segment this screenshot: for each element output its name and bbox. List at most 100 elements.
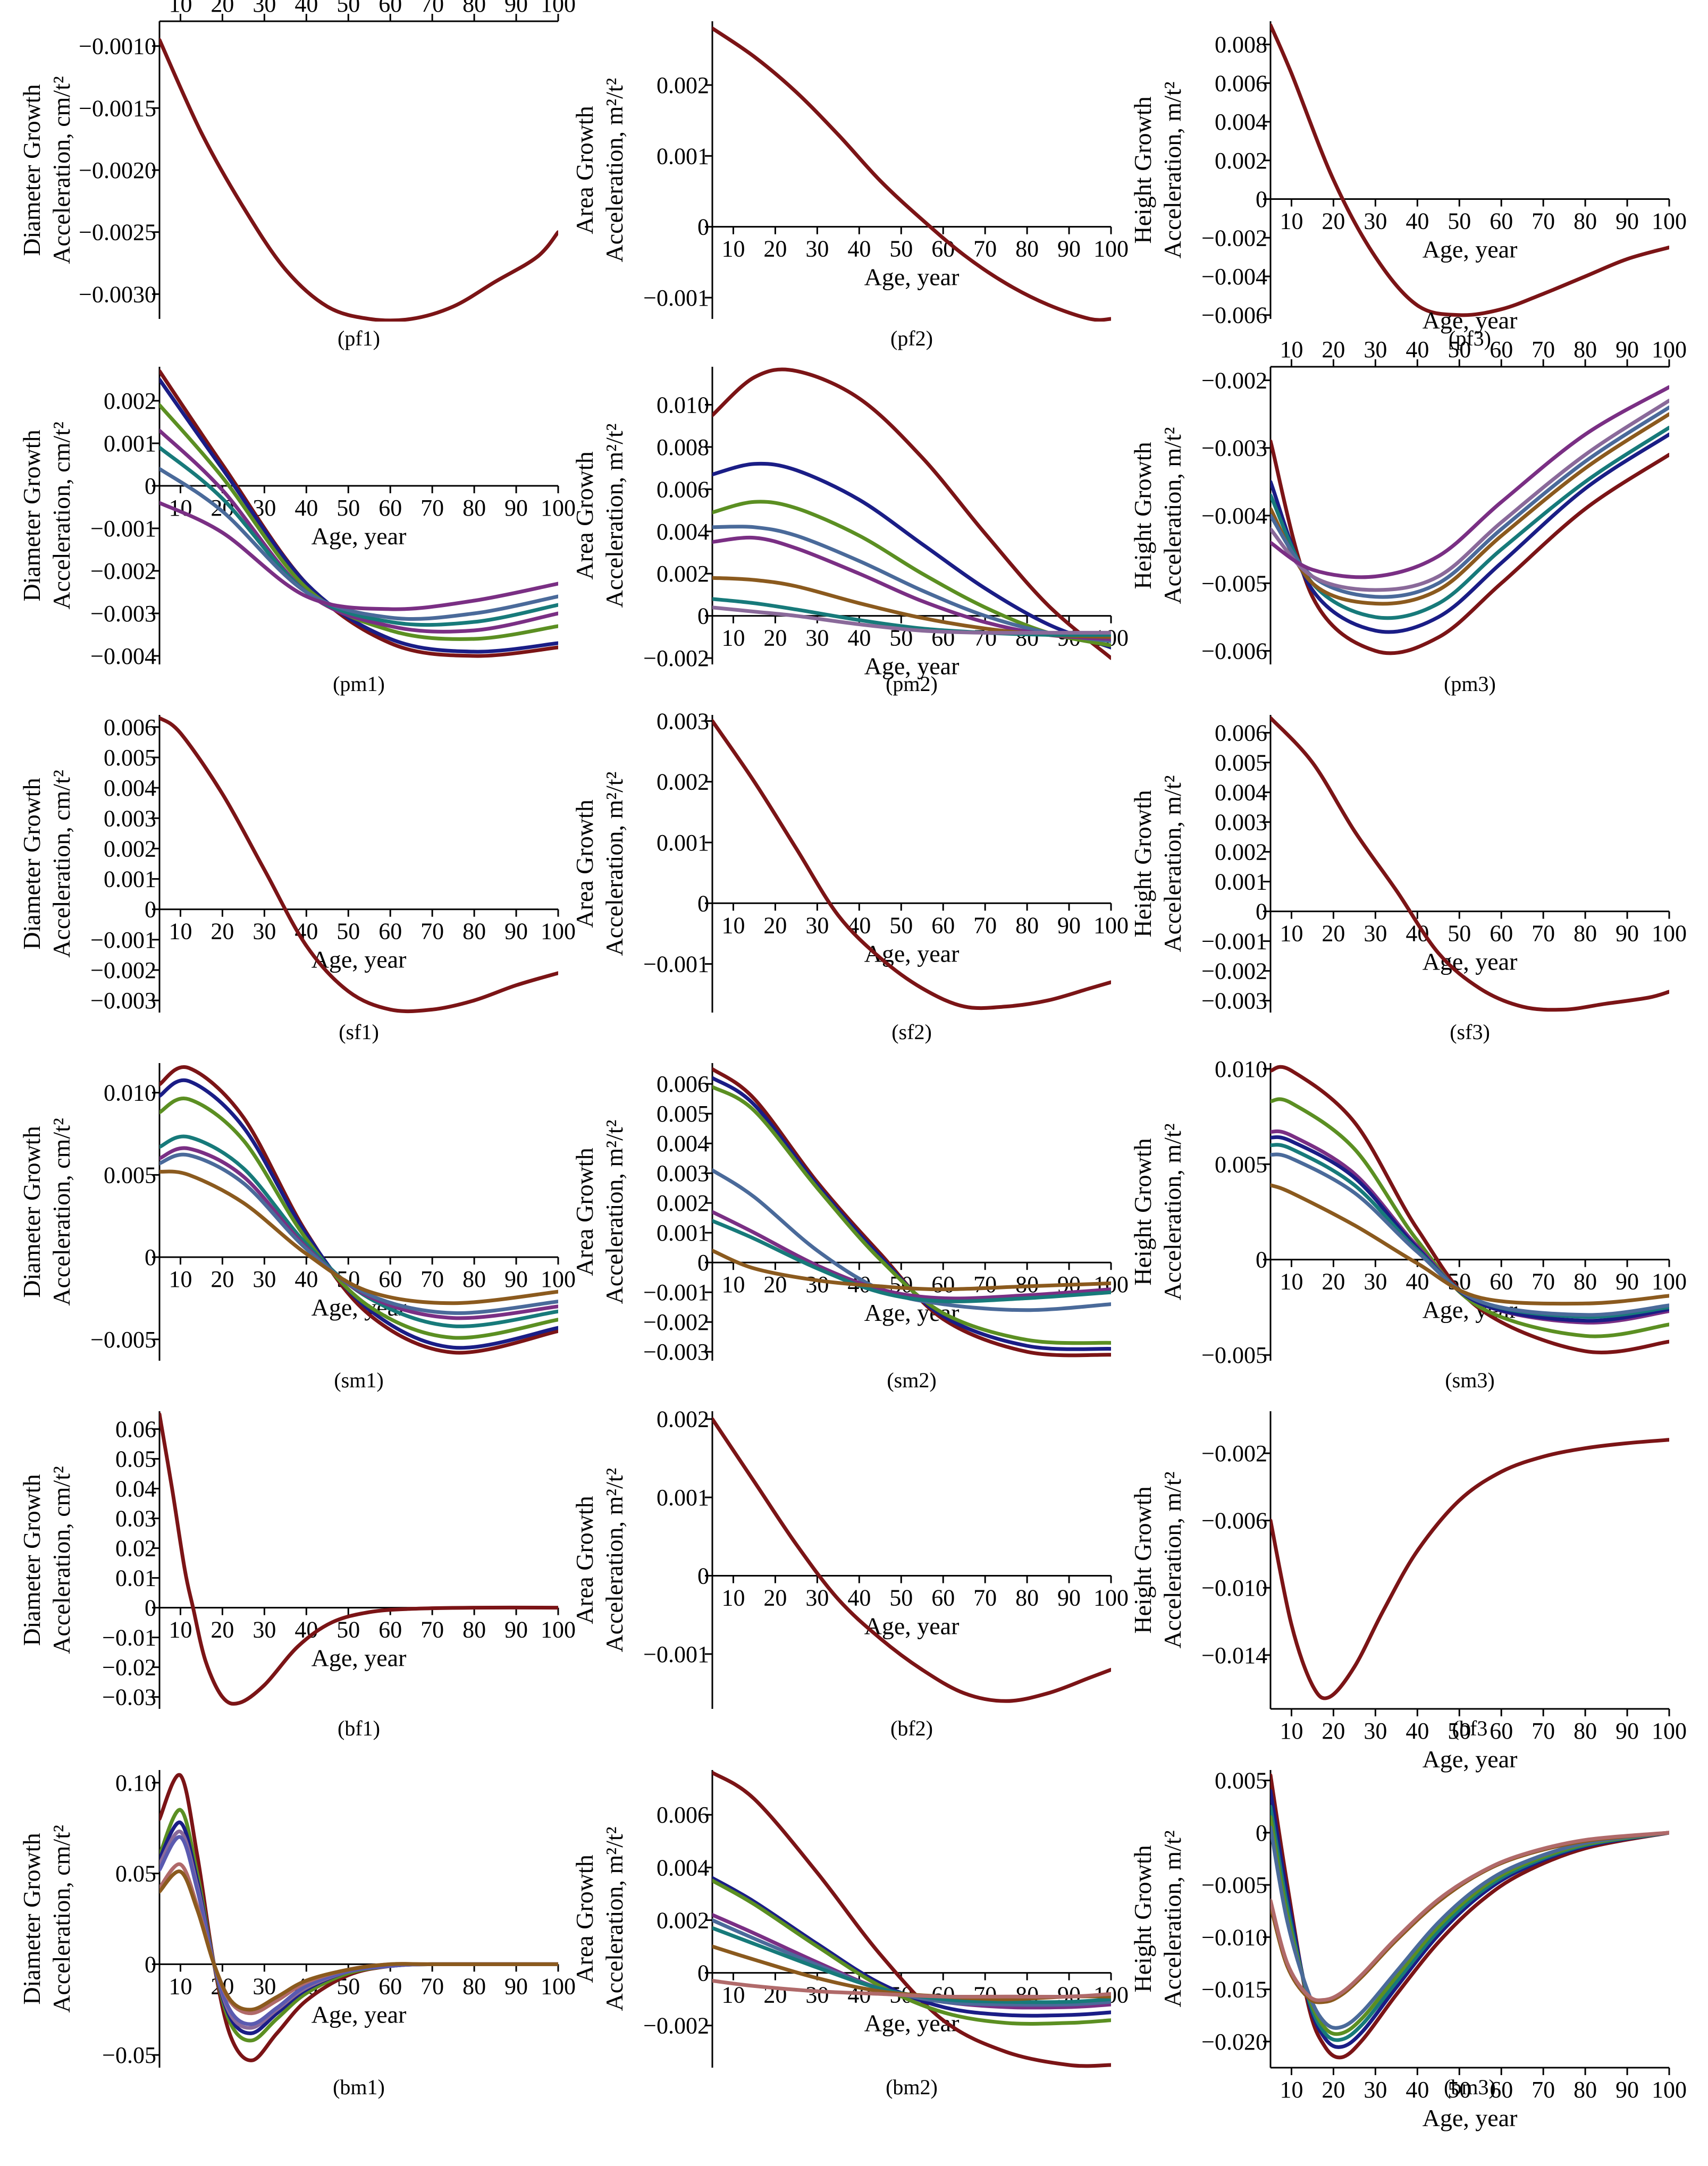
x-tick-label: 30	[805, 1271, 829, 1297]
panel-bf3: −0.002 −0.006 −0.010 −0.014 10 20 30 40 50 60 70 80…	[1129, 1411, 1687, 1773]
x-tick-label: 50	[336, 1617, 360, 1643]
panel-caption: (bm2)	[886, 2075, 938, 2099]
series-line-sm2-s2	[712, 1076, 1111, 1351]
x-tick-label: 30	[805, 236, 829, 262]
series-line-bf2-s1	[712, 1417, 1111, 1703]
x-axis-label: Age, year	[312, 2001, 407, 2028]
y-tick-label: 0.05	[115, 1861, 156, 1887]
x-tick-label: 10	[721, 236, 745, 262]
x-tick-label: 10	[721, 1585, 745, 1611]
y-tick-label: −0.004	[1201, 264, 1267, 290]
x-tick-label: 100	[1652, 1718, 1687, 1744]
y-tick-label: −0.002	[643, 1309, 709, 1335]
series-line-bm3-s2	[1271, 1789, 1669, 2049]
x-tick-label: 40	[295, 495, 318, 521]
y-axis-label-line: Acceleration, m/t²	[1159, 1123, 1186, 1300]
x-tick-label: 60	[1490, 208, 1513, 234]
x-tick-label: 100	[1093, 236, 1129, 262]
series-line-bm3-s1	[1271, 1773, 1669, 2060]
x-tick-label: 90	[1616, 208, 1639, 234]
x-tick-label: 70	[420, 1617, 444, 1643]
series-line-sm2-s3	[712, 1085, 1111, 1345]
y-tick-label: 0	[145, 1951, 156, 1977]
y-tick-label: −0.005	[1201, 1342, 1267, 1368]
y-tick-label: 0.001	[657, 1485, 709, 1511]
series-line-sm2-s1	[712, 1067, 1111, 1358]
series-line-bf3-s1	[1271, 1438, 1669, 1700]
y-axis-label: Height Growth Acceleration, m/t²	[1129, 81, 1186, 258]
y-tick-label: −0.020	[1201, 2029, 1267, 2055]
x-tick-label: 20	[1322, 336, 1345, 363]
x-tick-label: 100	[1652, 336, 1687, 363]
x-tick-label: 60	[1490, 1718, 1513, 1744]
x-tick-label: 20	[1322, 1718, 1345, 1744]
panel-caption: (sf1)	[339, 1020, 379, 1044]
x-tick-label: 60	[378, 1617, 402, 1643]
x-tick-label: 60	[1490, 336, 1513, 363]
x-tick-label: 10	[169, 1617, 192, 1643]
x-tick-label: 80	[462, 918, 486, 945]
x-tick-label: 40	[1406, 336, 1429, 363]
series-line-pm3-s7	[1271, 385, 1669, 579]
x-tick-label: 60	[1490, 1269, 1513, 1295]
x-tick-label: 70	[1532, 336, 1555, 363]
x-tick-label: 70	[973, 236, 997, 262]
y-axis-label-line: Height Growth	[1129, 442, 1156, 589]
y-tick-label: 0.002	[657, 1907, 709, 1933]
y-tick-label: −0.01	[102, 1625, 156, 1651]
series-line-pm2-s7	[712, 597, 1111, 637]
panel-sf1: 0.006 0.005 0.004 0.003 0.002 0.001 0 −0.001 −0.…	[18, 714, 576, 1044]
x-tick-label: 90	[1616, 2077, 1639, 2103]
x-tick-label: 20	[763, 912, 787, 938]
y-tick-label: 0.002	[657, 561, 709, 587]
x-tick-label: 10	[1280, 208, 1303, 234]
y-tick-label: −0.001	[1201, 929, 1267, 955]
y-tick-label: 0.001	[657, 1220, 709, 1246]
x-tick-label: 90	[1057, 912, 1081, 938]
y-tick-label: −0.006	[1201, 638, 1267, 664]
y-axis-label-line: Acceleration, m²/t²	[601, 78, 628, 263]
x-tick-label: 10	[721, 1271, 745, 1297]
y-tick-label: 0	[1256, 1247, 1267, 1273]
y-axis-label-line: Height Growth	[1129, 1486, 1156, 1633]
panel-caption: (bf3	[1452, 1716, 1488, 1740]
x-axis-label: Age, year	[1423, 307, 1518, 334]
y-tick-label: −0.003	[90, 601, 156, 627]
y-tick-label: −0.006	[1201, 302, 1267, 328]
x-tick-label: 40	[847, 625, 871, 651]
x-axis-label: Age, year	[1423, 1746, 1518, 1773]
y-axis-label-line: Acceleration, cm/t²	[48, 1825, 75, 2013]
x-axis-label: Age, year	[864, 264, 960, 291]
y-tick-label: 0.003	[657, 708, 709, 734]
y-tick-label: −0.05	[102, 2042, 156, 2068]
panel-caption: (pm1)	[333, 672, 385, 696]
y-axis-label-line: Diameter Growth	[18, 1833, 45, 2004]
x-tick-label: 80	[1574, 921, 1597, 947]
y-axis-label: Height Growth Acceleration, m/t²	[1129, 427, 1186, 604]
y-axis-label: Area Growth Acceleration, m²/t²	[571, 1120, 628, 1304]
y-tick-label: 0.005	[1215, 750, 1267, 776]
x-tick-label: 80	[1015, 1585, 1039, 1611]
y-axis-label-line: Area Growth	[571, 1855, 598, 1983]
y-tick-label: −0.02	[102, 1655, 156, 1681]
y-tick-label: 0.005	[657, 1101, 709, 1127]
x-tick-label: 100	[1652, 2077, 1687, 2103]
series-line-sm2-s6	[712, 1219, 1111, 1303]
panel-pm2: 0.010 0.008 0.006 0.004 0.002 0 −0.002 10 20 30 40…	[571, 367, 1129, 696]
x-tick-label: 20	[211, 1617, 234, 1643]
y-tick-label: −0.015	[1201, 1977, 1267, 2003]
x-tick-label: 70	[1532, 208, 1555, 234]
x-tick-label: 80	[462, 0, 486, 17]
x-tick-label: 70	[420, 1973, 444, 1999]
x-tick-label: 20	[211, 1266, 234, 1292]
x-tick-label: 50	[336, 918, 360, 945]
panel-caption: (sm3)	[1445, 1368, 1494, 1392]
series-line-pm1-s5	[159, 445, 558, 627]
series-line-pm3-s5	[1271, 405, 1669, 599]
y-axis-label-line: Area Growth	[571, 799, 598, 928]
y-tick-label: −0.003	[90, 988, 156, 1014]
y-tick-label: −0.014	[1201, 1642, 1267, 1668]
y-tick-label: 0.008	[1215, 32, 1267, 58]
